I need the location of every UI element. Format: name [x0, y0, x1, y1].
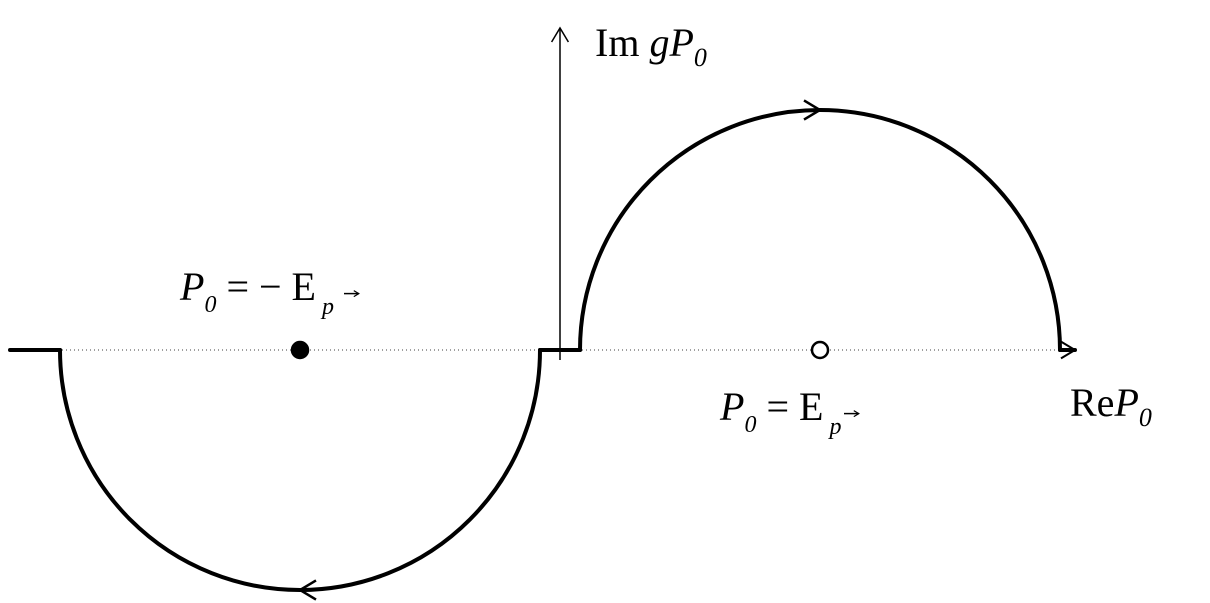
pole-negative [292, 342, 308, 358]
pole-positive-label: P0 = E p [719, 384, 841, 440]
complex-plane-diagram: Im gP0 ReP0 P0 = − E p P0 = E p [0, 0, 1210, 603]
imaginary-axis-label: Im gP0 [595, 20, 707, 72]
pole-negative-label: P0 = − E p [179, 264, 334, 320]
contour-upper-arc [580, 110, 1060, 350]
real-axis-label: ReP0 [1070, 380, 1152, 432]
pole-positive [812, 342, 828, 358]
contour-lower-arc [60, 350, 540, 590]
